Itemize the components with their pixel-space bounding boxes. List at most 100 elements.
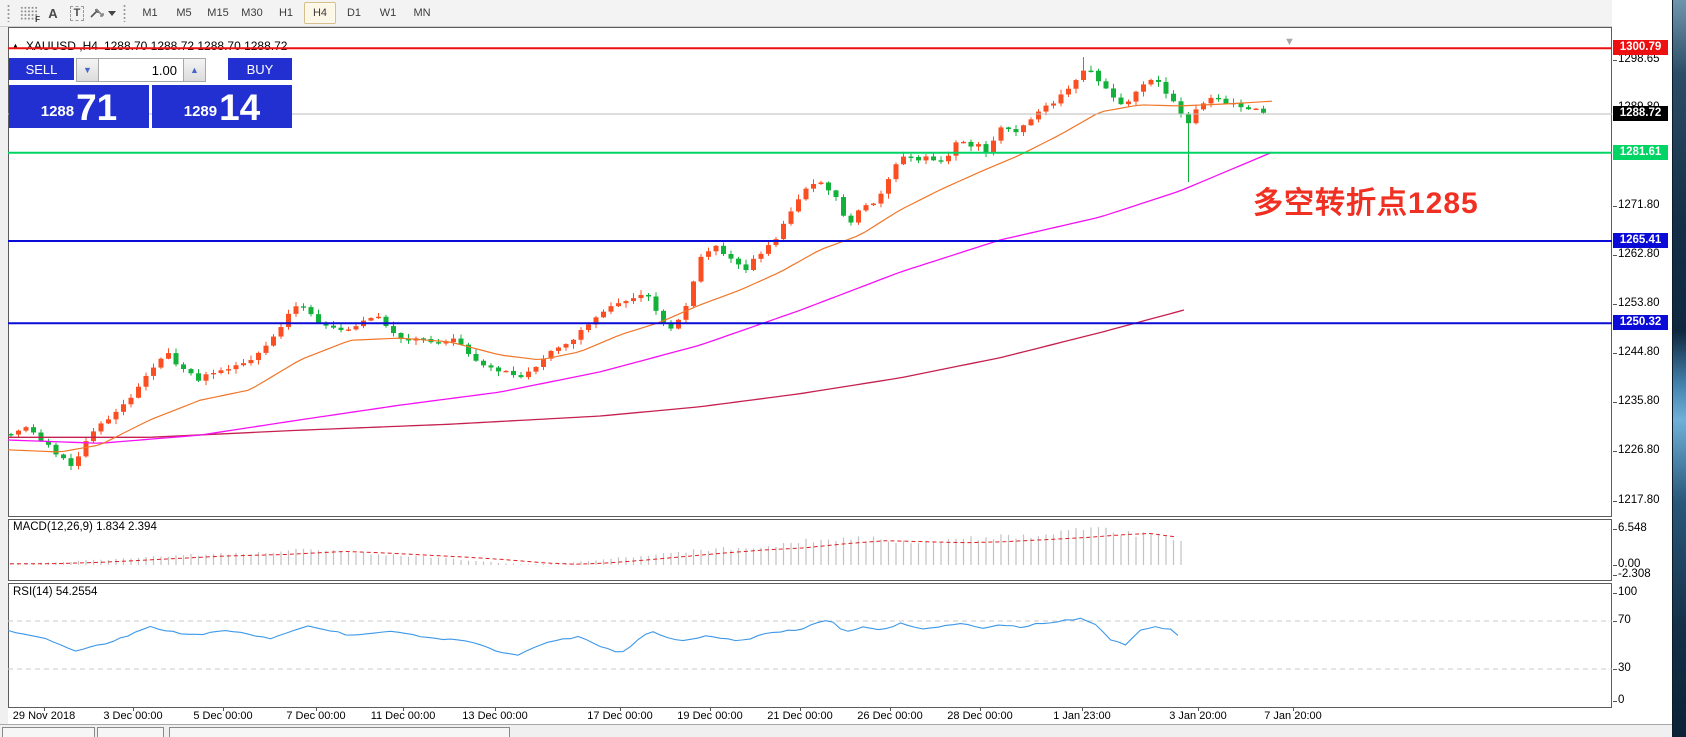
indicator-tick-label: 6.548 <box>1613 522 1647 534</box>
price-tick-label: 1262.80 <box>1613 248 1660 261</box>
time-tick <box>620 708 621 711</box>
price-tick-label: 1244.80 <box>1613 346 1660 359</box>
time-tick-label: 21 Dec 00:00 <box>767 710 833 722</box>
chart-symbol-label: XAUUSD ,H4 <box>25 39 98 53</box>
chart-shift-grid-icon[interactable]: F <box>17 3 41 24</box>
ask-price-display[interactable]: 1289 14 <box>152 85 292 128</box>
time-axis[interactable]: 29 Nov 2018 3 Dec 00:00 5 Dec 00:00 7 Dec 0… <box>8 708 1612 724</box>
chart-title: ▲ XAUUSD ,H4 1288.70 1288.72 1288.70 128… <box>11 39 287 53</box>
time-tick <box>890 708 891 711</box>
time-tick-label: 11 Dec 00:00 <box>370 710 436 722</box>
time-tick-label: 19 Dec 00:00 <box>677 710 743 722</box>
volume-increase-button[interactable]: ▲ <box>183 58 206 82</box>
cycles-dropdown-icon[interactable] <box>89 3 116 23</box>
letter-a-icon[interactable]: A <box>48 5 58 21</box>
volume-stepper: ▼ ▲ <box>76 58 206 82</box>
time-tick-label: 7 Jan 20:00 <box>1264 710 1322 722</box>
macd-indicator-label: MACD(12,26,9) 1.834 2.394 <box>13 521 157 533</box>
rsi-indicator-label: RSI(14) 54.2554 <box>13 586 98 598</box>
one-click-trade-panel: SELL ▼ ▲ BUY 1288 71 1289 14 <box>9 58 292 128</box>
cycles-icon <box>90 8 104 18</box>
timeframe-button-m1[interactable]: M1 <box>142 7 158 19</box>
time-tick-label: 5 Dec 00:00 <box>193 710 253 722</box>
time-tick <box>223 708 224 711</box>
price-badge: 1281.61 <box>1613 144 1668 160</box>
time-tick <box>316 708 317 711</box>
buy-button[interactable]: BUY <box>228 58 292 82</box>
timeframe-button-mn[interactable]: MN <box>413 7 431 19</box>
text-label-icon[interactable]: T <box>65 3 89 23</box>
macd-pane[interactable] <box>8 519 1612 581</box>
toolbar-grip-icon <box>6 4 11 22</box>
bottom-tab[interactable] <box>169 727 510 737</box>
time-tick <box>710 708 711 711</box>
time-tick-label: 3 Dec 00:00 <box>103 710 163 722</box>
timeframe-button-m30[interactable]: M30 <box>241 7 263 19</box>
bottom-tab[interactable] <box>2 727 95 737</box>
toolbar-grip-icon <box>122 4 127 22</box>
chart-ohlc-values: 1288.70 1288.72 1288.70 1288.72 <box>103 39 288 53</box>
sell-button[interactable]: SELL <box>9 58 74 82</box>
timeframe-button-m5[interactable]: M5 <box>176 7 192 19</box>
timeframe-button-h1[interactable]: H1 <box>278 7 294 19</box>
time-tick-label: 26 Dec 00:00 <box>857 710 923 722</box>
timeframe-button-h4[interactable]: H4 <box>304 2 336 24</box>
timeframe-button-d1[interactable]: D1 <box>346 7 362 19</box>
timeframe-button-w1[interactable]: W1 <box>379 7 397 19</box>
indicator-tick-label: 0 <box>1612 694 1625 706</box>
indicator-tick-label: 0.00 <box>1612 558 1641 570</box>
rsi-pane[interactable] <box>8 583 1612 708</box>
price-scale[interactable]: 1298.651289.801280.801271.801262.801253.… <box>1612 0 1672 737</box>
price-tick-label: 1217.80 <box>1613 493 1660 506</box>
time-tick <box>495 708 496 711</box>
price-badge: 1265.41 <box>1613 233 1668 249</box>
price-tick-label: 1235.80 <box>1613 395 1660 408</box>
time-tick-label: 3 Jan 20:00 <box>1169 710 1227 722</box>
indicator-tick-label: 70 <box>1613 614 1631 626</box>
timeframe-button-m15[interactable]: M15 <box>207 7 229 19</box>
ask-price-pips: 14 <box>219 87 261 128</box>
time-tick <box>980 708 981 711</box>
indicator-tick-label: 100 <box>1612 586 1638 598</box>
timeframe-toolbar: M1 M5 M15 M30 H1 H4 D1 W1 MN <box>133 2 439 24</box>
time-tick <box>44 708 45 711</box>
time-tick-label: 13 Dec 00:00 <box>462 710 528 722</box>
time-tick <box>800 708 801 711</box>
price-tick-label: 1298.65 <box>1613 52 1660 65</box>
price-tick-label: 1253.80 <box>1613 297 1660 310</box>
time-tick-label: 1 Jan 23:00 <box>1053 710 1111 722</box>
indicator-tick-label: 30 <box>1613 662 1631 674</box>
price-badge: 1250.32 <box>1613 315 1668 331</box>
chart-scroll-marker-icon: ▼ <box>1284 36 1295 48</box>
symbol-triangle-icon: ▲ <box>11 41 20 51</box>
candlestick-plot[interactable] <box>8 27 1612 724</box>
chart-annotation-text: 多空转折点1285 <box>1253 187 1479 220</box>
time-tick <box>1293 708 1294 711</box>
bid-price-pips: 71 <box>76 87 118 128</box>
price-badge: 1300.79 <box>1613 40 1668 56</box>
bottom-tab[interactable] <box>97 727 164 737</box>
time-tick <box>1198 708 1199 711</box>
time-tick <box>403 708 404 711</box>
price-tick-label: 1271.80 <box>1613 199 1660 212</box>
time-tick-label: 7 Dec 00:00 <box>286 710 346 722</box>
bid-price-display[interactable]: 1288 71 <box>9 85 149 128</box>
time-tick <box>1082 708 1083 711</box>
window-left-edge <box>0 27 8 724</box>
time-tick <box>133 708 134 711</box>
time-tick-label: 29 Nov 2018 <box>12 710 76 722</box>
window-right-edge <box>1672 0 1686 737</box>
volume-decrease-button[interactable]: ▼ <box>76 58 99 82</box>
time-tick-label: 17 Dec 00:00 <box>587 710 653 722</box>
price-badge: 1288.72 <box>1613 106 1668 121</box>
toolbar: F A T M1 M5 M15 M30 H1 H4 D1 W1 MN <box>0 0 1672 27</box>
ask-price-main: 1289 <box>183 103 218 120</box>
indicator-tick-label: -2.308 <box>1613 568 1651 580</box>
bottom-tab-strip <box>0 724 1672 737</box>
time-tick-label: 28 Dec 00:00 <box>947 710 1013 722</box>
chevron-down-icon <box>108 10 116 16</box>
volume-input[interactable] <box>99 58 183 82</box>
bid-price-main: 1288 <box>40 103 75 120</box>
price-tick-label: 1226.80 <box>1613 444 1660 457</box>
